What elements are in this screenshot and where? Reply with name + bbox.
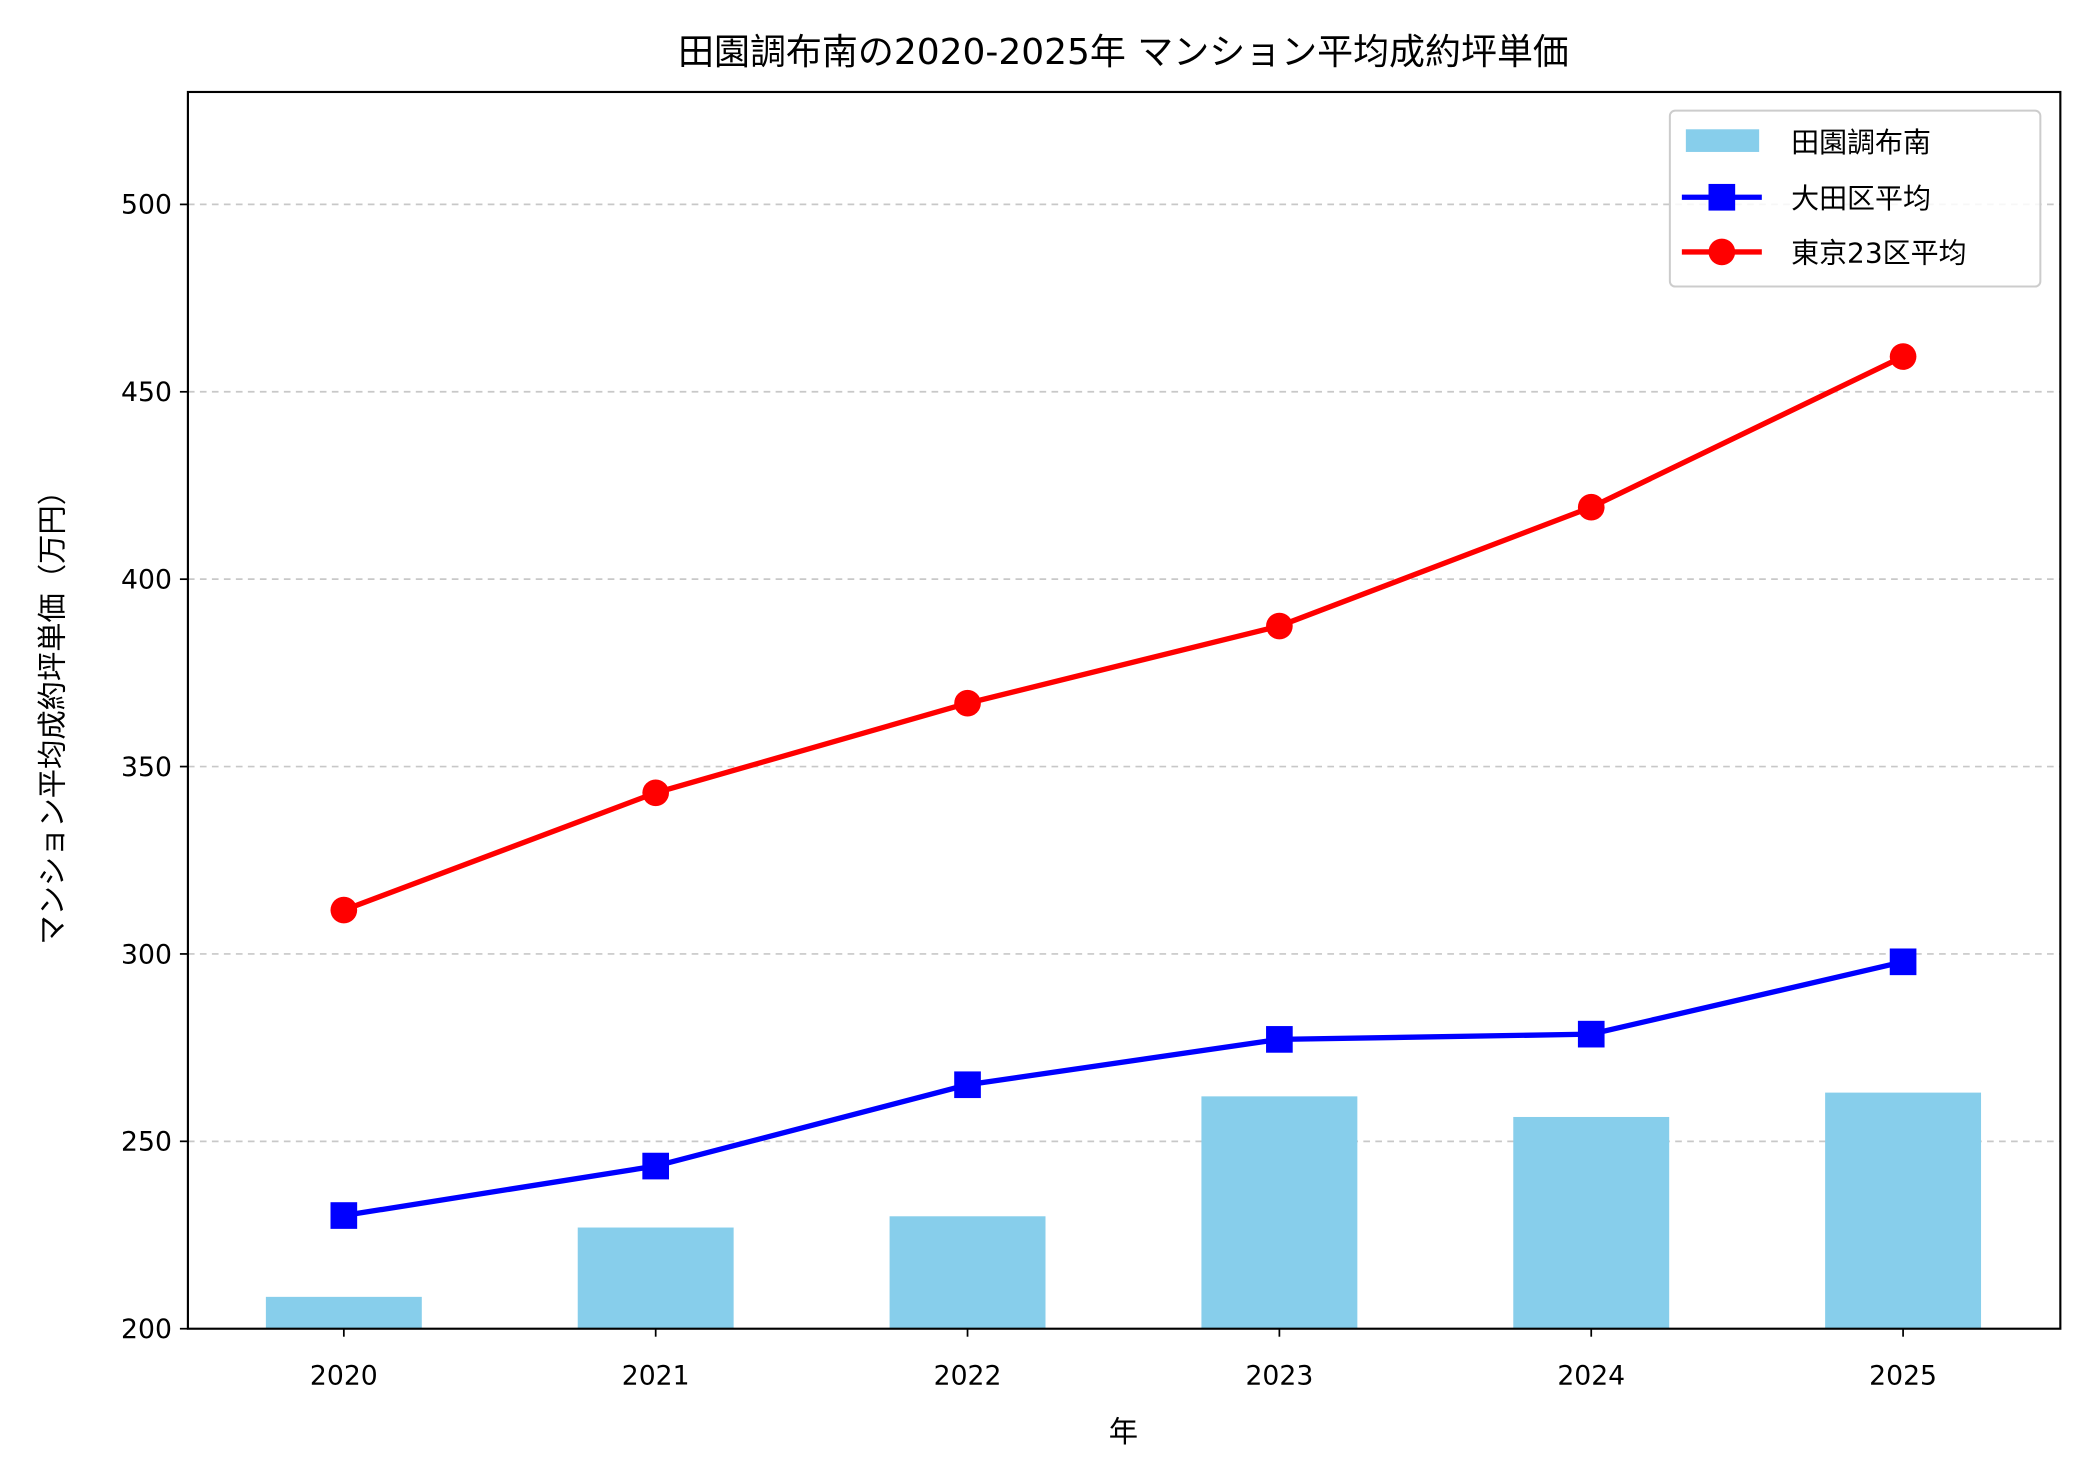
data-point-square [642,1152,670,1180]
data-point-circle [1266,612,1293,640]
x-tick-label: 2024 [1557,1361,1625,1392]
x-ticks: 2020 2021 2022 2023 2024 2025 [310,1328,1937,1392]
legend-box [1668,109,2042,288]
plot-frame [186,90,2062,1330]
x-axis-label: 年 [1109,1415,1138,1449]
legend-label-bar: 田園調布南 [1791,126,1931,159]
legend: 田園調布南 大田区平均 東京23区平均 [1668,109,2042,288]
y-tick-label: 450 [121,377,172,408]
legend-label-blue: 大田区平均 [1791,182,1931,215]
data-point-circle [1889,343,1917,370]
bar [265,1296,422,1329]
legend-marker-circle [1708,238,1736,266]
x-tick-label: 2021 [622,1361,690,1392]
x-tick-label: 2022 [934,1361,1002,1392]
bar [889,1216,1046,1329]
y-tick-label: 400 [121,565,172,596]
y-tick-label: 250 [121,1127,172,1158]
data-point-square [954,1071,981,1099]
data-point-square [1266,1026,1293,1053]
data-point-circle [954,689,981,717]
bars [265,1092,1982,1329]
data-point-circle [1577,493,1605,521]
legend-label-red: 東京23区平均 [1791,237,1966,270]
grid [187,203,2061,1143]
x-tick-label: 2025 [1869,1361,1937,1392]
data-point-circle [642,779,670,807]
bar [1825,1092,1982,1329]
lines [330,343,1917,1229]
bar [1201,1096,1358,1329]
series-line [342,354,1905,913]
data-point-square [1577,1020,1605,1048]
chart-title: 田園調布南の2020-2025年 マンション平均成約坪単価 [678,32,1569,73]
bar [1513,1116,1670,1329]
y-ticks: 200 250 300 350 400 450 500 [121,190,188,1345]
data-point-square [1889,948,1917,976]
data-point-circle [330,896,358,924]
series-line [343,959,1904,1219]
data-point-square [330,1202,358,1229]
bar [577,1227,734,1329]
x-tick-label: 2023 [1245,1361,1313,1392]
x-tick-label: 2020 [310,1361,378,1392]
y-tick-label: 350 [121,752,172,783]
y-tick-label: 500 [121,190,172,221]
legend-swatch-bar [1685,129,1760,152]
y-tick-label: 300 [121,939,172,970]
legend-marker-square [1708,183,1736,211]
y-axis-label: マンション平均成約坪単価（万円） [36,476,70,945]
y-tick-label: 200 [121,1314,172,1345]
